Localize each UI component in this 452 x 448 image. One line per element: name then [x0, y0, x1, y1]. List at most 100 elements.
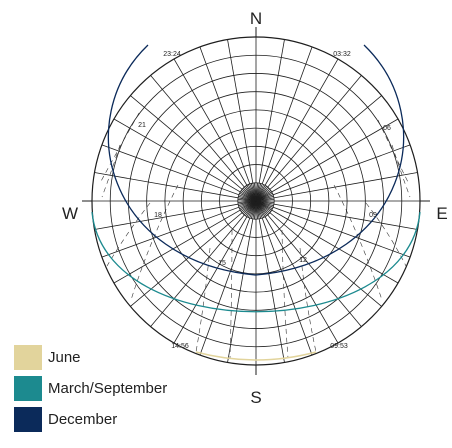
- west-label: W: [62, 204, 78, 223]
- east-label: E: [436, 204, 447, 223]
- hour-label-09: 09: [369, 212, 377, 219]
- hour-line: [106, 202, 151, 267]
- azimuth-line: [245, 185, 257, 202]
- legend-swatch-december: [14, 407, 42, 432]
- hour-line: [99, 112, 140, 184]
- sun-paths: [91, 44, 421, 361]
- hour-line: [101, 144, 121, 198]
- legend-label-december: December: [48, 411, 118, 428]
- azimuth-line: [255, 199, 275, 202]
- polar-grid: [82, 27, 430, 375]
- azimuth-line: [255, 185, 267, 202]
- azimuth-line: [255, 200, 399, 284]
- azimuth-line: [238, 195, 257, 202]
- azimuth-line: [255, 118, 399, 202]
- azimuth-line: [255, 195, 274, 202]
- azimuth-line: [242, 200, 257, 215]
- north-label: N: [250, 9, 262, 28]
- azimuth-line: [199, 200, 257, 356]
- azimuth-line: [113, 200, 257, 284]
- azimuth-line: [255, 58, 339, 202]
- azimuth-line: [238, 200, 257, 207]
- azimuth-line: [237, 200, 257, 203]
- hour-line: [130, 184, 179, 301]
- azimuth-line: [255, 200, 274, 207]
- hour-label-15: 15: [218, 260, 226, 267]
- azimuth-line: [113, 118, 257, 202]
- azimuth-line: [255, 200, 270, 215]
- azimuth-line: [255, 200, 418, 230]
- legend-swatch-june: [14, 345, 42, 370]
- azimuth-line: [255, 182, 258, 202]
- azimuth-line: [227, 39, 257, 202]
- december-path: [107, 44, 405, 276]
- legend-item-december: December: [14, 407, 167, 432]
- azimuth-line: [247, 184, 257, 202]
- june-path: [195, 351, 317, 361]
- azimuth-line: [255, 200, 258, 220]
- azimuth-line: [250, 183, 257, 202]
- hour-label-1456: 14:56: [171, 343, 189, 350]
- azimuth-line: [240, 200, 257, 212]
- azimuth-line: [101, 144, 257, 202]
- azimuth-line: [242, 187, 257, 202]
- legend-item-june: June: [14, 345, 167, 370]
- azimuth-line: [255, 200, 411, 258]
- azimuth-line: [255, 200, 273, 210]
- azimuth-line: [255, 200, 339, 344]
- hour-line: [281, 229, 289, 359]
- south-label: S: [250, 388, 261, 407]
- legend-swatch-equinox: [14, 376, 42, 401]
- azimuth-line: [150, 75, 257, 202]
- azimuth-line: [255, 39, 285, 202]
- azimuth-line: [255, 200, 313, 356]
- azimuth-line: [254, 200, 257, 220]
- azimuth-line: [255, 46, 313, 202]
- azimuth-line: [255, 144, 411, 202]
- azimuth-line: [255, 95, 382, 202]
- azimuth-line: [245, 200, 257, 217]
- legend-label-june: June: [48, 349, 81, 366]
- azimuth-line: [255, 200, 267, 217]
- azimuth-line: [101, 200, 257, 258]
- hour-line: [365, 202, 407, 267]
- hour-lines: [99, 112, 411, 359]
- azimuth-line: [255, 184, 265, 202]
- azimuth-line: [255, 187, 270, 202]
- azimuth-line: [240, 190, 257, 202]
- azimuth-line: [173, 200, 257, 344]
- hour-line: [391, 144, 411, 198]
- azimuth-line: [130, 95, 257, 202]
- azimuth-line: [255, 200, 265, 218]
- azimuth-line: [255, 75, 362, 202]
- azimuth-line: [254, 182, 257, 202]
- azimuth-line: [237, 199, 257, 202]
- azimuth-line: [247, 200, 257, 218]
- azimuth-line: [199, 46, 257, 202]
- hour-label-0332: 03:32: [333, 51, 351, 58]
- legend-item-equinox: March/September: [14, 376, 167, 401]
- hour-line: [229, 229, 233, 359]
- hour-line: [195, 247, 211, 353]
- azimuth-line: [255, 190, 272, 202]
- hour-label-12: 12: [299, 257, 307, 264]
- azimuth-line: [239, 200, 257, 210]
- azimuth-line: [255, 172, 418, 202]
- hour-label-06: 06: [383, 125, 391, 132]
- hour-label-0953: 09:53: [330, 343, 348, 350]
- azimuth-line: [94, 200, 257, 230]
- azimuth-line: [255, 200, 272, 212]
- hour-label-21: 21: [138, 122, 146, 129]
- equinox-path: [91, 211, 421, 313]
- hour-line: [299, 247, 317, 353]
- azimuth-line: [227, 200, 257, 363]
- hour-label-18: 18: [154, 212, 162, 219]
- azimuth-line: [250, 200, 257, 219]
- azimuth-line: [239, 192, 257, 202]
- azimuth-line: [255, 192, 273, 202]
- azimuth-line: [255, 183, 262, 202]
- azimuth-line: [255, 200, 285, 363]
- hour-label-2324: 23:24: [163, 51, 181, 58]
- legend: June March/September December: [14, 345, 167, 438]
